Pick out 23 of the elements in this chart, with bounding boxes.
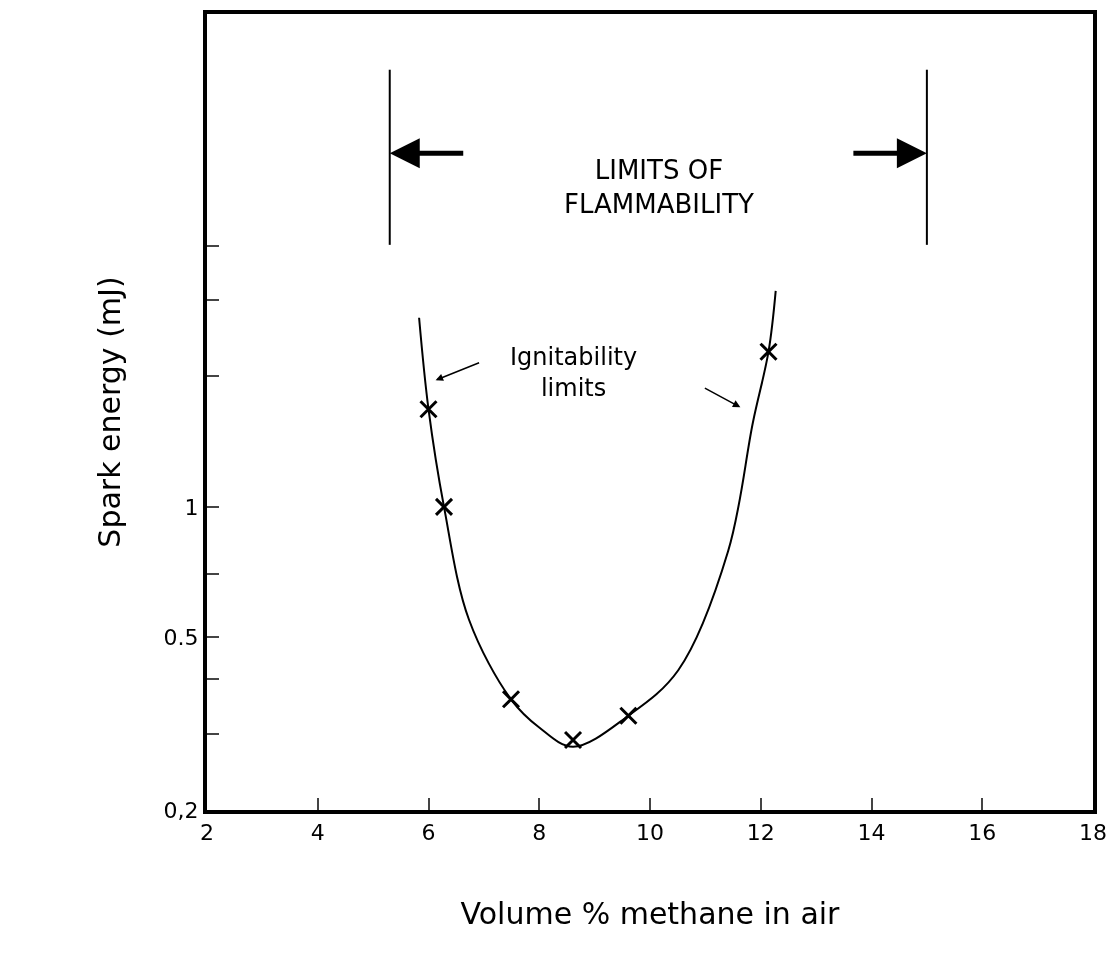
y-tick-label: 1 <box>184 494 199 520</box>
point <box>563 730 583 750</box>
x-tick-label: 16 <box>968 820 997 846</box>
x-tick-label: 8 <box>532 820 547 846</box>
annotation: Ignitability limits <box>510 343 638 403</box>
x-axis-title: Volume % methane in air <box>460 896 841 932</box>
x-tick-label: 14 <box>857 820 886 846</box>
x-tick-label: 4 <box>310 820 325 846</box>
point <box>759 342 778 362</box>
line-series <box>418 289 777 748</box>
y-axis-title: Spark energy (mJ) <box>92 276 128 548</box>
point <box>501 689 521 709</box>
point <box>434 497 454 517</box>
y-tick-label: 0,2 <box>163 797 199 823</box>
annotation: LIMITS OF FLAMMABILITY <box>564 155 755 219</box>
point <box>618 706 638 726</box>
x-tick-label: 12 <box>746 820 775 846</box>
x-tick-label: 6 <box>421 820 436 846</box>
y-tick-label: 0.5 <box>163 625 199 651</box>
x-tick-label: 2 <box>200 820 214 846</box>
x-tick-label: 10 <box>636 820 664 846</box>
x-tick-label: 18 <box>1079 820 1107 846</box>
point <box>419 399 438 419</box>
